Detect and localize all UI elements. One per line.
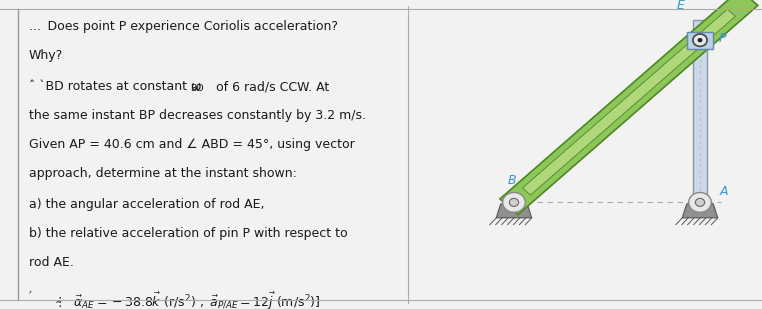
Text: ′      ‸: ′ ‸ (28, 290, 64, 303)
Text: of 6 rad/s CCW. At: of 6 rad/s CCW. At (212, 80, 329, 93)
Text: the same instant BP decreases constantly by 3.2 m/s.: the same instant BP decreases constantly… (28, 109, 366, 122)
Text: ˆ ˋBD rotates at constant ω: ˆ ˋBD rotates at constant ω (28, 80, 201, 93)
Polygon shape (693, 20, 707, 202)
Polygon shape (523, 9, 735, 195)
Circle shape (693, 34, 707, 46)
Circle shape (503, 193, 525, 212)
Text: Given AP = 40.6 cm and ∠ ABD = 45°, using vector: Given AP = 40.6 cm and ∠ ABD = 45°, usin… (28, 138, 354, 151)
Text: Why?: Why? (28, 49, 62, 62)
Circle shape (509, 198, 519, 206)
Text: b) the relative acceleration of pin P with respect to: b) the relative acceleration of pin P wi… (28, 227, 347, 240)
Text: P: P (719, 32, 726, 45)
Text: ...  Does point P experience Coriolis acceleration?: ... Does point P experience Coriolis acc… (28, 20, 338, 33)
Text: BD: BD (190, 84, 204, 93)
Circle shape (696, 198, 705, 206)
Text: $\mathsf{\vdots}\ \ \vec{\alpha}_{AE} = -38.8\vec{k}\ \mathrm{(r/s^2)}\ ,\ \vec{: $\mathsf{\vdots}\ \ \vec{\alpha}_{AE} = … (53, 290, 321, 309)
Circle shape (689, 193, 712, 212)
Polygon shape (682, 204, 718, 218)
Polygon shape (500, 0, 758, 215)
Text: E: E (677, 0, 684, 12)
Text: rod AE.: rod AE. (28, 256, 73, 269)
Circle shape (697, 38, 703, 42)
Text: approach, determine at the instant shown:: approach, determine at the instant shown… (28, 167, 296, 180)
Polygon shape (496, 204, 532, 218)
Polygon shape (687, 32, 713, 49)
Text: A: A (719, 185, 728, 198)
Text: a) the angular acceleration of rod AE,: a) the angular acceleration of rod AE, (28, 198, 264, 211)
Text: B: B (508, 174, 517, 187)
